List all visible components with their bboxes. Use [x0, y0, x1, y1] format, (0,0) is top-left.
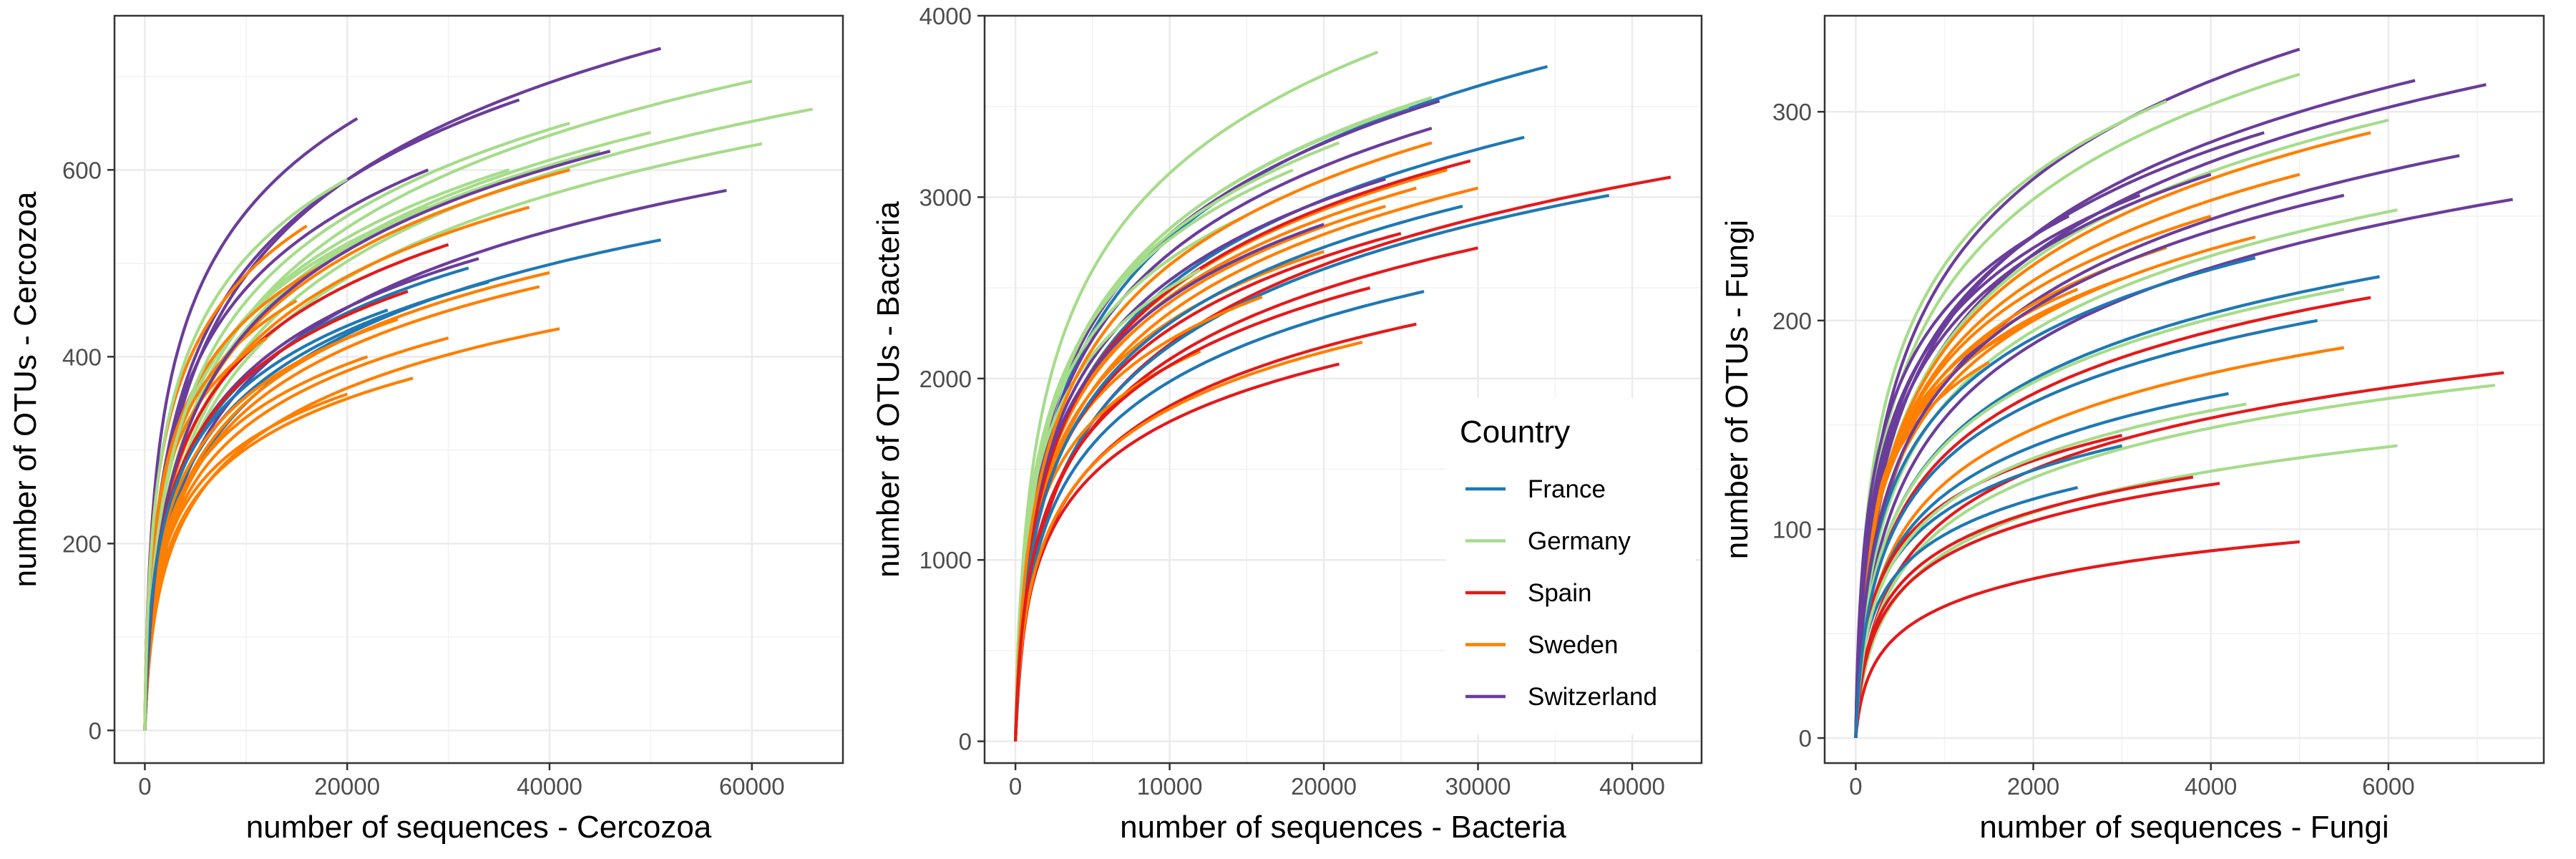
legend-label-switzerland: Switzerland	[1528, 683, 1657, 711]
y-tick-label: 0	[959, 729, 972, 755]
x-tick-label: 40000	[1599, 773, 1665, 800]
series-line-france	[143, 309, 389, 732]
y-tick-label: 600	[62, 157, 102, 183]
series-line-switzerland	[1854, 215, 2070, 739]
legend: Country France Germany Spain Sweden Switzerla…	[1445, 398, 1696, 734]
x-tick-label: 4000	[2185, 773, 2237, 800]
x-tick-label: 10000	[1137, 773, 1203, 800]
legend-label-sweden: Sweden	[1528, 631, 1618, 659]
panel-fungi: 0 2000 4000 6000 0 100 200 300 number of sequenc…	[1719, 14, 2545, 845]
series-line-germany	[143, 178, 348, 732]
y-tick-label: 4000	[919, 3, 972, 29]
legend-label-spain: Spain	[1528, 579, 1592, 607]
y-tick-label: 100	[1772, 516, 1812, 543]
x-axis-title: number of sequences - Cercozoa	[246, 810, 712, 845]
x-tick-label: 6000	[2362, 773, 2414, 800]
x-tick-label: 0	[138, 773, 151, 800]
y-axis-title: number of OTUs - Fungi	[1719, 220, 1755, 559]
y-tick-label: 300	[1772, 99, 1812, 125]
x-tick-label: 40000	[517, 773, 582, 800]
panel-border	[983, 14, 1703, 765]
legend-title: Country	[1460, 414, 1570, 450]
x-tick-label: 2000	[2007, 773, 2059, 800]
x-tick-label: 20000	[314, 773, 380, 800]
y-axis-title: number of OTUs - Cercozoa	[8, 191, 43, 587]
curves	[1014, 50, 1672, 743]
panel-cercozoa: 0 20000 40000 60000 0 200 400 600 number of sequ…	[8, 14, 844, 845]
x-tick-label: 20000	[1291, 773, 1357, 800]
curves	[143, 47, 813, 732]
x-tick-label: 0	[1009, 773, 1022, 800]
y-tick-label: 3000	[919, 184, 972, 210]
y-tick-label: 200	[1772, 308, 1812, 334]
y-tick-label: 400	[62, 344, 102, 370]
series-line-switzerland	[1854, 193, 2345, 739]
y-tick-label: 0	[89, 717, 102, 744]
series-line-france	[1854, 319, 2318, 739]
curves	[1854, 47, 2513, 739]
y-tick-label: 2000	[919, 366, 972, 392]
panel-border	[1823, 14, 2545, 765]
legend-label-france: France	[1528, 475, 1606, 503]
y-axis-title: number of OTUs - Bacteria	[871, 201, 906, 578]
legend-background	[1445, 398, 1696, 734]
x-tick-label: 0	[1849, 773, 1862, 800]
panel-border	[113, 14, 844, 765]
series-line-spain	[1854, 540, 2300, 739]
y-tick-label: 0	[1799, 725, 1812, 752]
x-tick-label: 30000	[1445, 773, 1511, 800]
series-line-germany	[1014, 268, 1201, 743]
y-tick-label: 1000	[919, 547, 972, 573]
series-line-spain	[1014, 286, 1371, 743]
y-tick-label: 200	[62, 530, 102, 557]
x-axis-title: number of sequences - Bacteria	[1120, 810, 1566, 845]
x-axis-title: number of sequences - Fungi	[1979, 810, 2389, 845]
x-tick-label: 60000	[719, 773, 785, 800]
series-line-sweden	[1014, 141, 1433, 743]
legend-label-germany: Germany	[1528, 528, 1631, 555]
